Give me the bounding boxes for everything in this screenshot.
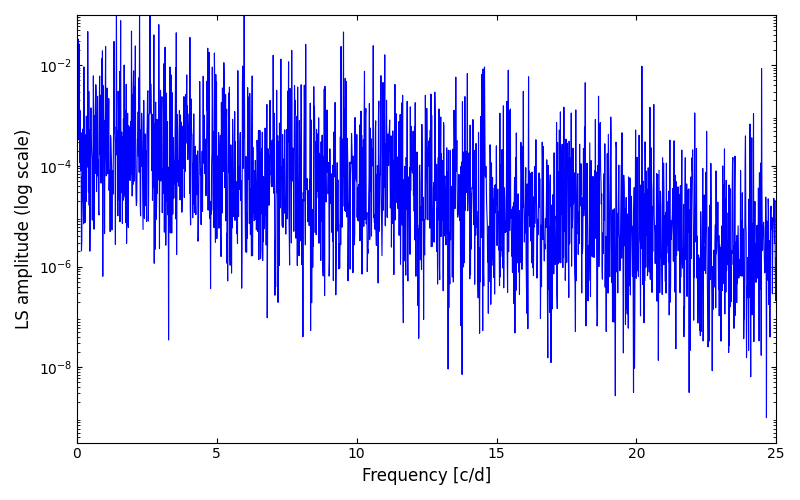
X-axis label: Frequency [c/d]: Frequency [c/d] bbox=[362, 467, 491, 485]
Y-axis label: LS amplitude (log scale): LS amplitude (log scale) bbox=[15, 128, 33, 329]
